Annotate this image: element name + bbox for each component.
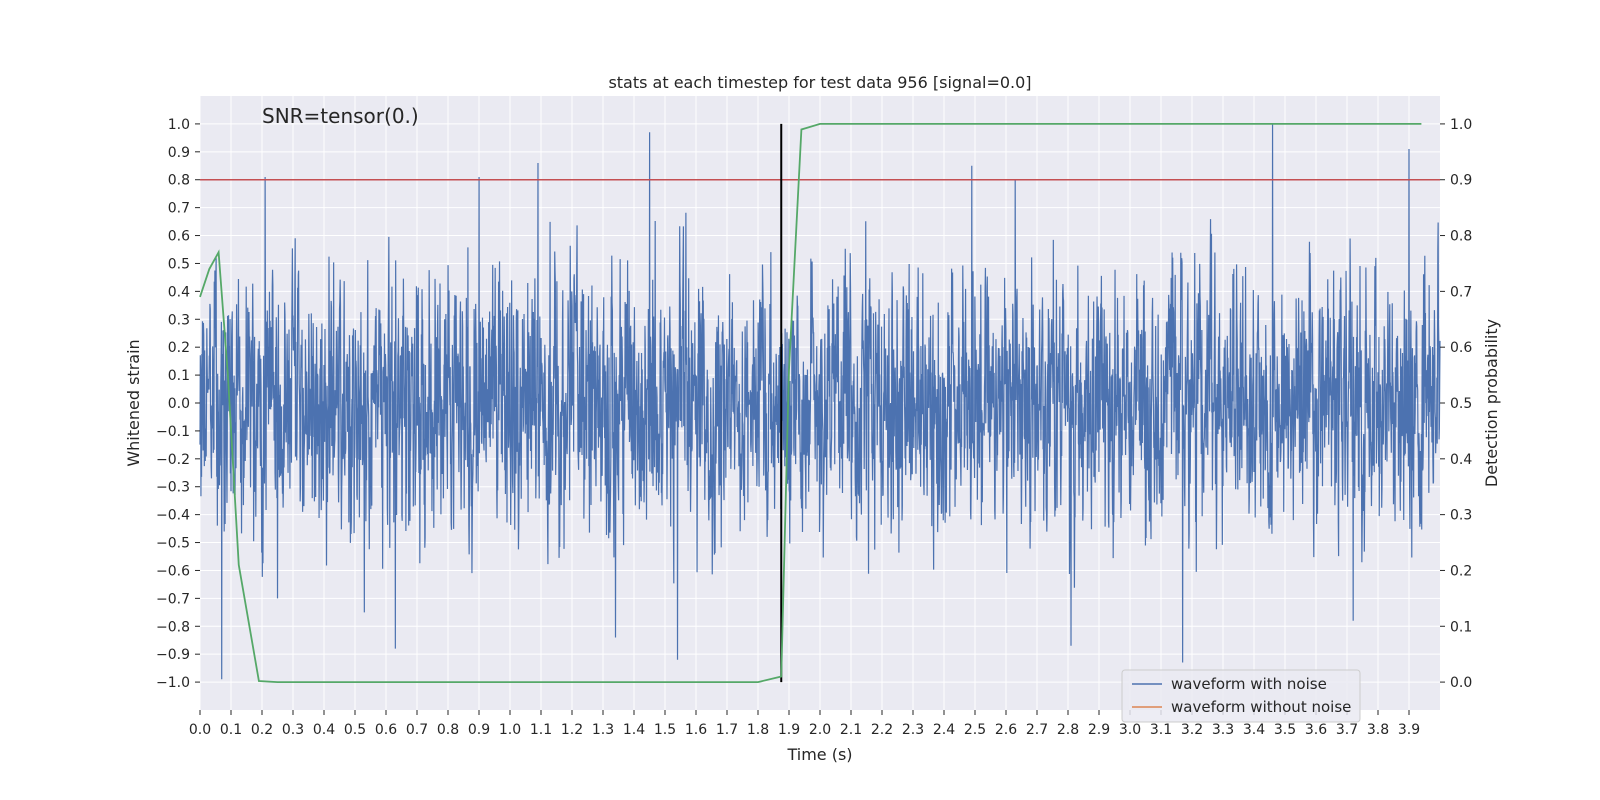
right-y-axis-label: Detection probability [1482,319,1501,487]
left-y-tick-label: 0.8 [168,173,190,189]
x-tick-label: 2.4 [933,722,955,738]
x-tick-label: 2.3 [902,722,924,738]
right-y-axis-ticks: 1.0 0.9 0.8 0.7 0.6 0.5 0.4 0.3 0.2 0.1 0.0 [1440,117,1472,691]
x-tick-label: 0.5 [344,722,366,738]
right-y-tick-label: 0.7 [1450,284,1472,300]
x-tick-label: 3.4 [1243,722,1265,738]
x-tick-label: 0.7 [406,722,428,738]
right-y-tick-label: 0.8 [1450,229,1472,245]
left-y-tick-label: 0.7 [168,201,190,217]
left-y-tick-label: −0.3 [156,480,190,496]
x-tick-label: 3.2 [1181,722,1203,738]
x-tick-label: 2.9 [1088,722,1110,738]
left-y-tick-label: −0.6 [156,563,190,579]
left-y-tick-label: 0.2 [168,340,190,356]
left-y-tick-label: −0.8 [156,619,190,635]
right-y-tick-label: 0.1 [1450,619,1472,635]
x-tick-label: 3.7 [1336,722,1358,738]
left-y-tick-label: 0.4 [168,284,190,300]
left-y-tick-label: 0.3 [168,312,190,328]
overlay-lines [199,123,1440,683]
left-y-tick-label: 0.1 [168,368,190,384]
x-tick-label: 1.5 [654,722,676,738]
x-tick-label: 1.8 [747,722,769,738]
x-tick-label: 0.6 [375,722,397,738]
left-y-tick-label: −0.7 [156,591,190,607]
x-tick-label: 0.8 [437,722,459,738]
x-tick-label: 3.1 [1150,722,1172,738]
x-tick-label: 1.3 [592,722,614,738]
left-y-tick-label: 0.9 [168,145,190,161]
left-y-tick-label: −0.4 [156,508,190,524]
waveform-with-noise-line [199,123,1441,680]
x-tick-label: 3.0 [1119,722,1141,738]
x-tick-label: 0.1 [220,722,242,738]
left-y-tick-label: −0.1 [156,424,190,440]
x-tick-label: 3.3 [1212,722,1234,738]
noise-waveform [199,123,1441,680]
x-tick-label: 2.0 [809,722,831,738]
x-tick-label: 0.3 [282,722,304,738]
left-y-axis-ticks: 1.0 0.9 0.8 0.7 0.6 0.5 0.4 0.3 0.2 0.1 0.0 −0.1 −0.… [156,117,200,691]
legend-label-clean: waveform without noise [1171,698,1351,716]
right-y-tick-label: 0.9 [1450,173,1472,189]
right-y-tick-label: 0.2 [1450,563,1472,579]
x-tick-label: 2.6 [995,722,1017,738]
snr-annotation: SNR=tensor(0.) [262,104,419,128]
x-tick-label: 0.9 [468,722,490,738]
chart-title: stats at each timestep for test data 956… [608,73,1031,92]
x-tick-label: 1.6 [685,722,707,738]
left-y-tick-label: 0.6 [168,229,190,245]
right-y-tick-label: 0.4 [1450,452,1472,468]
left-y-tick-label: −0.5 [156,536,190,552]
x-tick-label: 2.8 [1057,722,1079,738]
x-tick-label: 1.4 [623,722,645,738]
left-y-tick-label: 0.0 [168,396,190,412]
x-tick-label: 3.8 [1367,722,1389,738]
left-y-axis-label: Whitened strain [124,339,143,466]
detection-probability-line [199,123,1422,683]
right-y-tick-label: 0.3 [1450,508,1472,524]
left-y-tick-label: 1.0 [168,117,190,133]
left-y-tick-label: −0.9 [156,647,190,663]
x-tick-label: 3.9 [1398,722,1420,738]
x-axis-ticks: 0.0 0.1 0.2 0.3 0.4 0.5 0.6 0.7 0.8 0.9 1.0 1.1 1.2 1… [189,710,1420,738]
x-tick-label: 0.0 [189,722,211,738]
x-tick-label: 1.9 [778,722,800,738]
left-y-tick-label: −0.2 [156,452,190,468]
legend-label-noise: waveform with noise [1171,675,1327,693]
x-tick-label: 2.5 [964,722,986,738]
x-tick-label: 1.2 [561,722,583,738]
legend: waveform with noise waveform without noi… [1121,669,1361,723]
left-y-tick-label: 0.5 [168,256,190,272]
legend-box [1121,669,1361,723]
right-y-tick-label: 0.6 [1450,340,1472,356]
x-axis-label: Time (s) [786,745,852,764]
x-tick-label: 1.7 [716,722,738,738]
x-tick-label: 2.7 [1026,722,1048,738]
left-y-tick-label: −1.0 [156,675,190,691]
x-tick-label: 0.4 [313,722,335,738]
x-tick-label: 3.6 [1305,722,1327,738]
right-y-tick-label: 1.0 [1450,117,1472,133]
right-y-tick-label: 0.0 [1450,675,1472,691]
x-tick-label: 3.5 [1274,722,1296,738]
x-tick-label: 1.1 [530,722,552,738]
x-tick-label: 0.2 [251,722,273,738]
x-tick-label: 1.0 [499,722,521,738]
right-y-tick-label: 0.5 [1450,396,1472,412]
x-tick-label: 2.2 [871,722,893,738]
x-tick-label: 2.1 [840,722,862,738]
